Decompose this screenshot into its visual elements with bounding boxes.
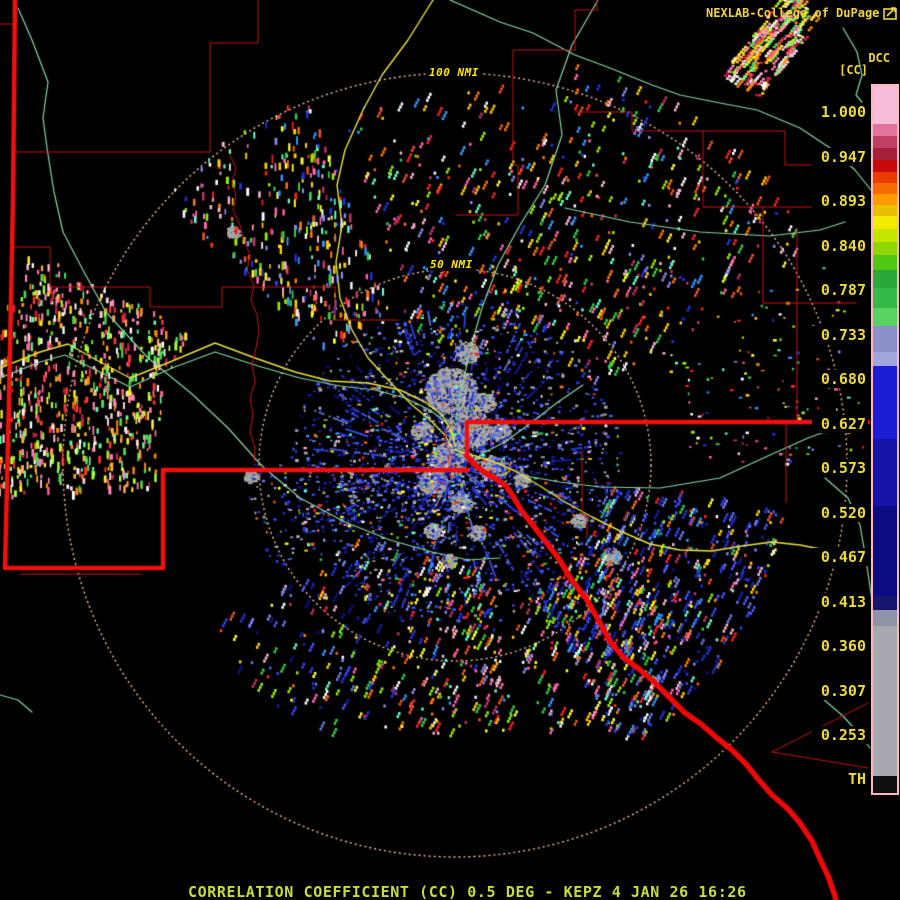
colorbar-segment (873, 229, 897, 242)
colorbar-segment (873, 205, 897, 216)
colorbar-segment (873, 506, 897, 596)
colorbar-label: 0.680 (812, 370, 868, 388)
colorbar-segment (873, 776, 897, 793)
colorbar-segment (873, 626, 897, 776)
colorbar-segment (873, 610, 897, 626)
colorbar-segment (873, 124, 897, 136)
colorbar-label: 0.520 (812, 504, 868, 522)
colorbar-segment (873, 194, 897, 205)
colorbar-segment (873, 596, 897, 610)
brand-title: NEXLAB-College of DuPage (706, 6, 880, 20)
colorbar-segment (873, 326, 897, 352)
colorbar-segment (873, 148, 897, 160)
colorbar-label: 0.627 (812, 415, 868, 433)
colorbar-segment (873, 308, 897, 326)
colorbar-label: 0.307 (812, 682, 868, 700)
colorbar-segment (873, 352, 897, 366)
product-unit-label: [CC] (839, 63, 868, 77)
colorbar-segment (873, 242, 897, 255)
colorbar-segment (873, 255, 897, 270)
colorbar-segment (873, 172, 897, 183)
colorbar-segment (873, 270, 897, 288)
colorbar-label: 1.000 (812, 103, 868, 121)
colorbar-segment (873, 216, 897, 229)
colorbar-label: 0.573 (812, 459, 868, 477)
colorbar-segment (873, 366, 897, 439)
colorbar-label: 0.893 (812, 192, 868, 210)
colorbar-segment (873, 439, 897, 506)
colorbar-segment (873, 183, 897, 194)
colorbar-label: 0.787 (812, 281, 868, 299)
colorbar-label: 0.840 (812, 237, 868, 255)
colorbar-segment (873, 136, 897, 148)
colorbar-segment (873, 160, 897, 172)
colorbar-label: 0.360 (812, 637, 868, 655)
product-title: CORRELATION COEFFICIENT (CC) 0.5 DEG - K… (188, 883, 747, 900)
colorbar-label: TH (812, 770, 868, 788)
colorbar-label: 0.947 (812, 148, 868, 166)
colorbar-label: 0.413 (812, 593, 868, 611)
external-link-icon[interactable] (883, 5, 898, 24)
colorbar-segment (873, 288, 897, 308)
range-ring-label-100nmi: 100 NMI (427, 66, 481, 79)
product-code-label: DCC (868, 51, 890, 65)
colorbar-label: 0.467 (812, 548, 868, 566)
range-ring-label-50nmi: 50 NMI (428, 258, 475, 271)
colorbar-label: 0.733 (812, 326, 868, 344)
colorbar-segment (873, 86, 897, 124)
colorbar-label: 0.253 (812, 726, 868, 744)
cc-colorbar (871, 84, 899, 795)
